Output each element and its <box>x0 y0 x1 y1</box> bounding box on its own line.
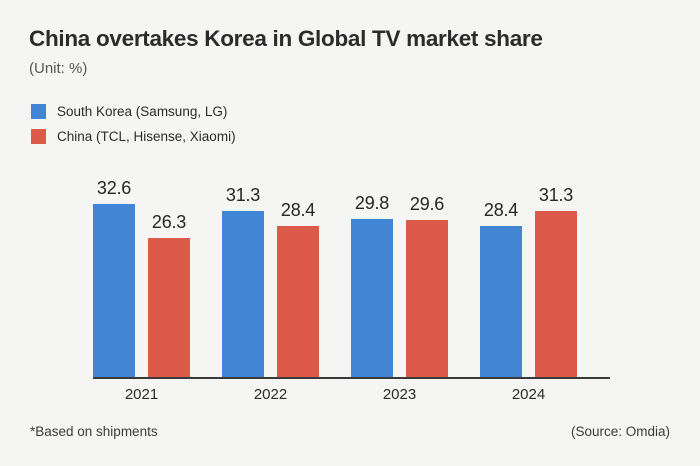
legend-item-china: China (TCL, Hisense, Xiaomi) <box>31 126 236 147</box>
bar-china-2023 <box>406 220 448 378</box>
bar-value-label: 32.6 <box>96 178 132 198</box>
bar-slot: 29.8 <box>351 172 393 378</box>
page-title: China overtakes Korea in Global TV marke… <box>29 26 543 51</box>
chart-legend: South Korea (Samsung, LG) China (TCL, Hi… <box>31 101 236 151</box>
bar-south-2021 <box>93 204 135 378</box>
bar-south-2024 <box>480 226 522 378</box>
bar-china-2021 <box>148 238 190 378</box>
bar-value-label: 26.3 <box>151 212 187 232</box>
bar-china-2022 <box>277 226 319 378</box>
bar-south-2022 <box>222 211 264 378</box>
source-text: (Source: Omdia) <box>570 424 670 439</box>
bar-group: 28.4 31.3 <box>480 172 577 378</box>
bar-south-2023 <box>351 219 393 378</box>
bar-slot: 26.3 <box>148 172 190 378</box>
bar-value-label: 31.3 <box>538 185 574 205</box>
x-axis-label-2021: 2021 <box>124 386 159 403</box>
x-axis-line <box>93 377 610 379</box>
bar-china-2024 <box>535 211 577 378</box>
bar-group: 29.8 29.6 <box>351 172 448 378</box>
bar-value-label: 28.4 <box>483 200 519 220</box>
bar-slot: 31.3 <box>535 172 577 378</box>
legend-swatch-icon-south-korea <box>31 104 46 119</box>
legend-swatch-icon-china <box>31 129 46 144</box>
bar-value-label: 29.6 <box>409 194 445 214</box>
bar-value-label: 31.3 <box>225 185 261 205</box>
bar-slot: 28.4 <box>480 172 522 378</box>
bar-slot: 32.6 <box>93 172 135 378</box>
bar-slot: 28.4 <box>277 172 319 378</box>
legend-label-china: China (TCL, Hisense, Xiaomi) <box>57 128 236 144</box>
x-axis-label-2022: 2022 <box>253 386 288 403</box>
bar-value-label: 28.4 <box>280 200 316 220</box>
bar-slot: 31.3 <box>222 172 264 378</box>
legend-label-south-korea: South Korea (Samsung, LG) <box>57 103 228 119</box>
x-axis-labels: 2021 2022 2023 2024 <box>93 386 610 408</box>
x-axis-label-2023: 2023 <box>382 386 417 403</box>
bar-group: 32.6 26.3 <box>93 172 190 378</box>
plot-area: 32.6 26.3 31.3 28.4 29.8 29.6 28.4 31.3 <box>93 172 610 379</box>
bar-slot: 29.6 <box>406 172 448 378</box>
footnote-text: *Based on shipments <box>30 424 158 439</box>
bar-value-label: 29.8 <box>354 193 390 213</box>
legend-item-south-korea: South Korea (Samsung, LG) <box>31 101 236 122</box>
bar-group: 31.3 28.4 <box>222 172 319 378</box>
x-axis-label-2024: 2024 <box>511 386 546 403</box>
chart-unit-label: (Unit: %) <box>29 60 88 77</box>
bar-groups: 32.6 26.3 31.3 28.4 29.8 29.6 28.4 31.3 <box>93 172 610 378</box>
